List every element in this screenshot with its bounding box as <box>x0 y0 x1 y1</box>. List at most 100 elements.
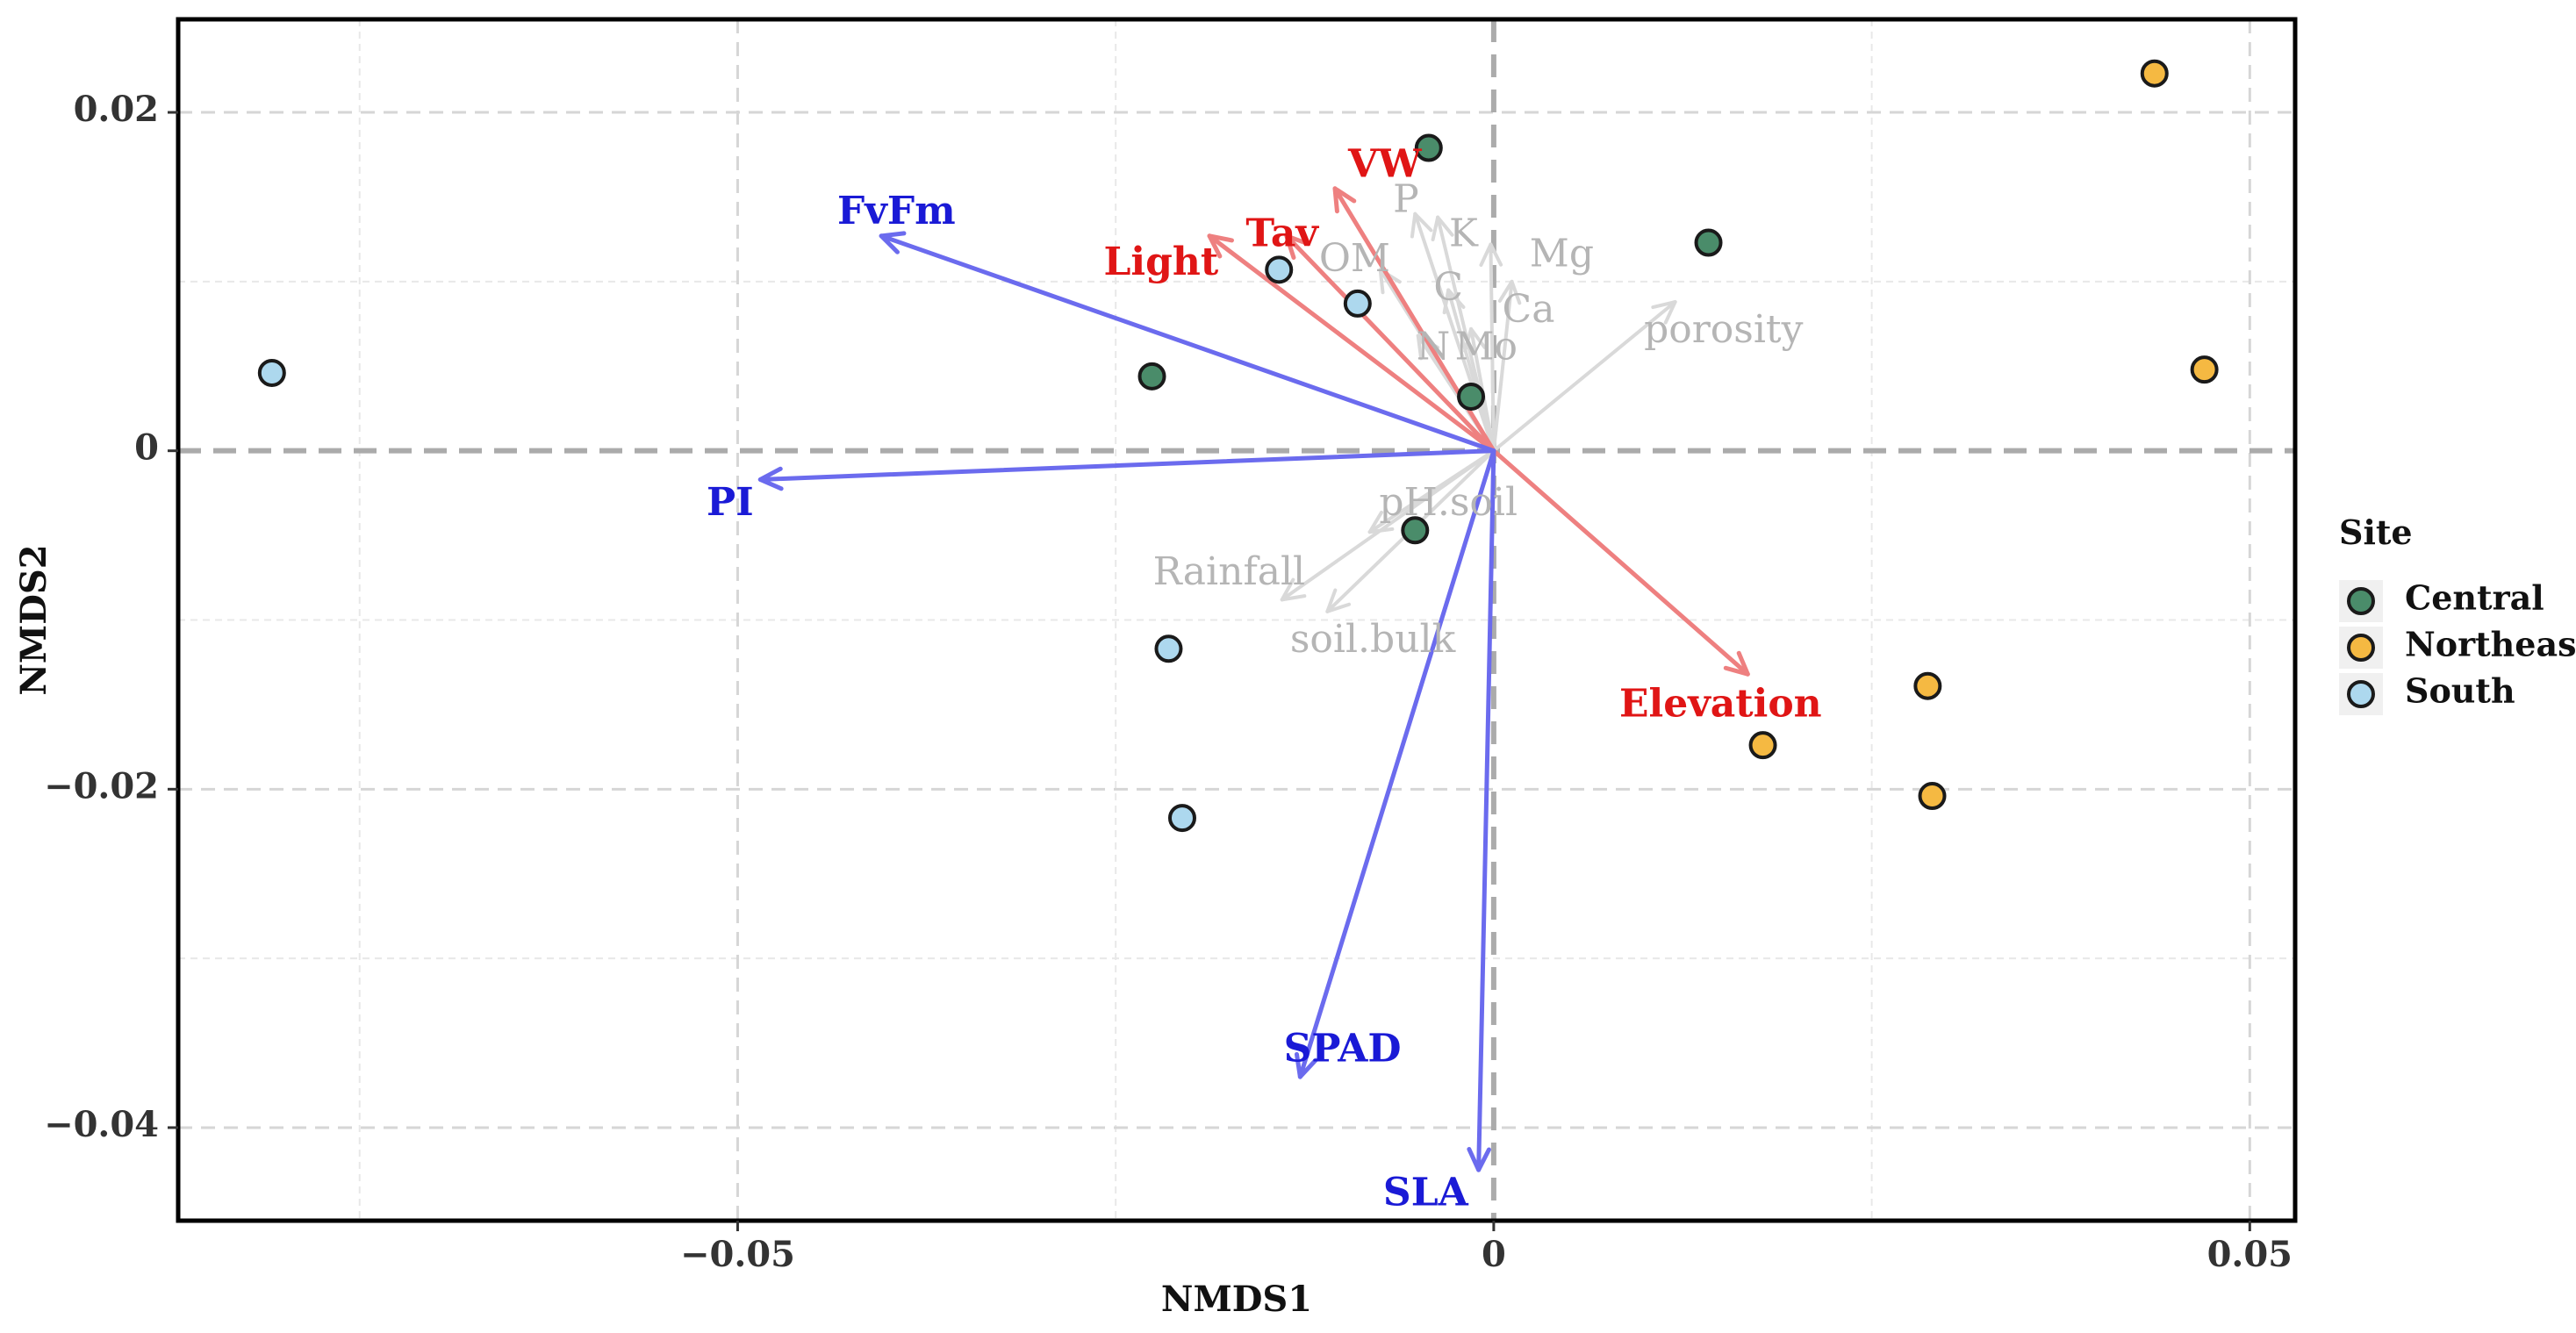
point-northeast <box>1918 782 1947 811</box>
vector-label-p: P <box>1393 177 1419 222</box>
legend-label-south: South <box>2405 671 2515 711</box>
point-northeast <box>1913 671 1942 700</box>
x-axis-title: NMDS1 <box>1161 1279 1312 1320</box>
vector-arrow-c <box>1442 288 1496 453</box>
legend-key-south <box>2347 680 2375 708</box>
vector-arrow-mg <box>1479 242 1503 453</box>
vector-label-rainfall: Rainfall <box>1153 549 1305 594</box>
vector-label-pi: PI <box>707 480 754 525</box>
vector-shaft <box>1491 279 1514 453</box>
point-central <box>1414 133 1443 162</box>
vector-labels: FvFm PI SPAD SLA VW Tav Light Elevation PK OM Mg C C… <box>707 141 1822 1215</box>
vector-head <box>1280 577 1307 602</box>
x-tick-label: −0.05 <box>680 1234 795 1275</box>
vector-head <box>1479 242 1503 268</box>
legend: Site Central Northeast South <box>2339 512 2576 715</box>
vector-label-ca: Ca <box>1503 287 1555 332</box>
vector-arrow-sla <box>1467 448 1496 1172</box>
vector-head <box>1442 288 1466 315</box>
point-central <box>1137 362 1166 391</box>
y-tick-label: −0.04 <box>44 1104 159 1145</box>
y-axis-title: NMDS2 <box>13 544 54 695</box>
vector-arrow-spad <box>1294 448 1496 1079</box>
vector-shaft <box>757 448 1496 482</box>
plot-frame <box>176 17 2298 1223</box>
point-northeast <box>2140 59 2169 88</box>
point-northeast <box>2190 355 2219 384</box>
legend-key-northeast <box>2347 634 2375 662</box>
vector-head <box>1431 215 1454 241</box>
legend-label-northeast: Northeast <box>2405 625 2576 664</box>
vector-arrow-tav <box>1284 233 1496 454</box>
x-tick-label: 0 <box>1482 1234 1506 1275</box>
vector-label-k: K <box>1449 211 1479 255</box>
vector-label-ph-soil: pH.soil <box>1379 480 1518 525</box>
vector-label-fvfm: FvFm <box>837 189 956 233</box>
vector-arrow-rainfall <box>1280 448 1496 602</box>
vector-arrow-pi <box>757 448 1496 491</box>
vector-shaft <box>1280 448 1496 602</box>
point-south <box>1167 804 1196 833</box>
vector-head <box>1497 279 1522 305</box>
legend-key-central <box>2347 587 2375 615</box>
vectors <box>757 186 1750 1172</box>
vector-shaft <box>1446 288 1496 453</box>
vector-label-sla: SLA <box>1383 1171 1469 1215</box>
point-south <box>1154 634 1183 663</box>
vector-head <box>879 231 907 254</box>
point-central <box>1457 382 1486 411</box>
point-south <box>257 358 286 387</box>
vector-shaft <box>1284 233 1496 454</box>
vector-arrow-ca <box>1491 279 1522 453</box>
data-points <box>257 59 2219 833</box>
y-tick-label: 0 <box>134 427 159 469</box>
vector-label-porosity: porosity <box>1644 307 1804 352</box>
vector-label-n: N <box>1417 324 1451 369</box>
vector-label-elevation: Elevation <box>1619 681 1822 726</box>
point-northeast <box>1748 731 1777 760</box>
vector-label-c: C <box>1433 265 1463 310</box>
point-central <box>1401 516 1430 545</box>
vector-shaft <box>1297 448 1496 1079</box>
vector-shaft <box>1491 300 1677 453</box>
vector-head <box>1378 268 1402 295</box>
vector-arrow-elevation <box>1491 448 1750 677</box>
point-central <box>1694 228 1723 257</box>
vector-label-mg: Mg <box>1530 231 1594 276</box>
vector-head <box>1332 186 1357 214</box>
point-south <box>1343 289 1372 318</box>
reference-lines <box>178 19 2295 1221</box>
legend-title: Site <box>2339 512 2413 552</box>
vector-arrow-light <box>1207 233 1496 454</box>
vector-shaft <box>1413 211 1496 453</box>
vector-shaft <box>1489 242 1496 453</box>
vector-label-tav: Tav <box>1245 211 1319 255</box>
axes: −0.05 0 0.05 0.02 0 −0.02 −0.04 <box>44 89 2293 1275</box>
x-tick-label: 0.05 <box>2207 1234 2293 1275</box>
vector-head <box>1467 1147 1491 1172</box>
vector-head <box>1367 510 1395 534</box>
vector-head <box>1723 650 1750 677</box>
vector-shaft <box>1491 448 1750 677</box>
vector-label-vw: VW <box>1347 141 1422 186</box>
vector-head <box>1410 211 1433 239</box>
vector-shaft <box>1207 233 1496 454</box>
vector-head <box>1651 300 1677 325</box>
y-tick-label: 0.02 <box>74 89 159 130</box>
vector-label-om: OM <box>1319 236 1390 281</box>
vector-label-light: Light <box>1103 240 1218 284</box>
vector-shaft <box>879 233 1496 454</box>
vector-arrow-p <box>1410 211 1496 453</box>
point-south <box>1265 255 1294 284</box>
vector-label-spad: SPAD <box>1284 1027 1402 1071</box>
vector-shaft <box>1476 448 1496 1172</box>
vector-head <box>1207 233 1234 259</box>
vector-head <box>1294 1051 1318 1079</box>
vector-head <box>1325 588 1352 613</box>
vector-head <box>1284 233 1310 261</box>
vector-head <box>757 466 784 491</box>
vector-arrow-fvfm <box>879 231 1496 454</box>
vector-arrow-porosity <box>1491 300 1677 453</box>
vector-head <box>1463 326 1487 353</box>
